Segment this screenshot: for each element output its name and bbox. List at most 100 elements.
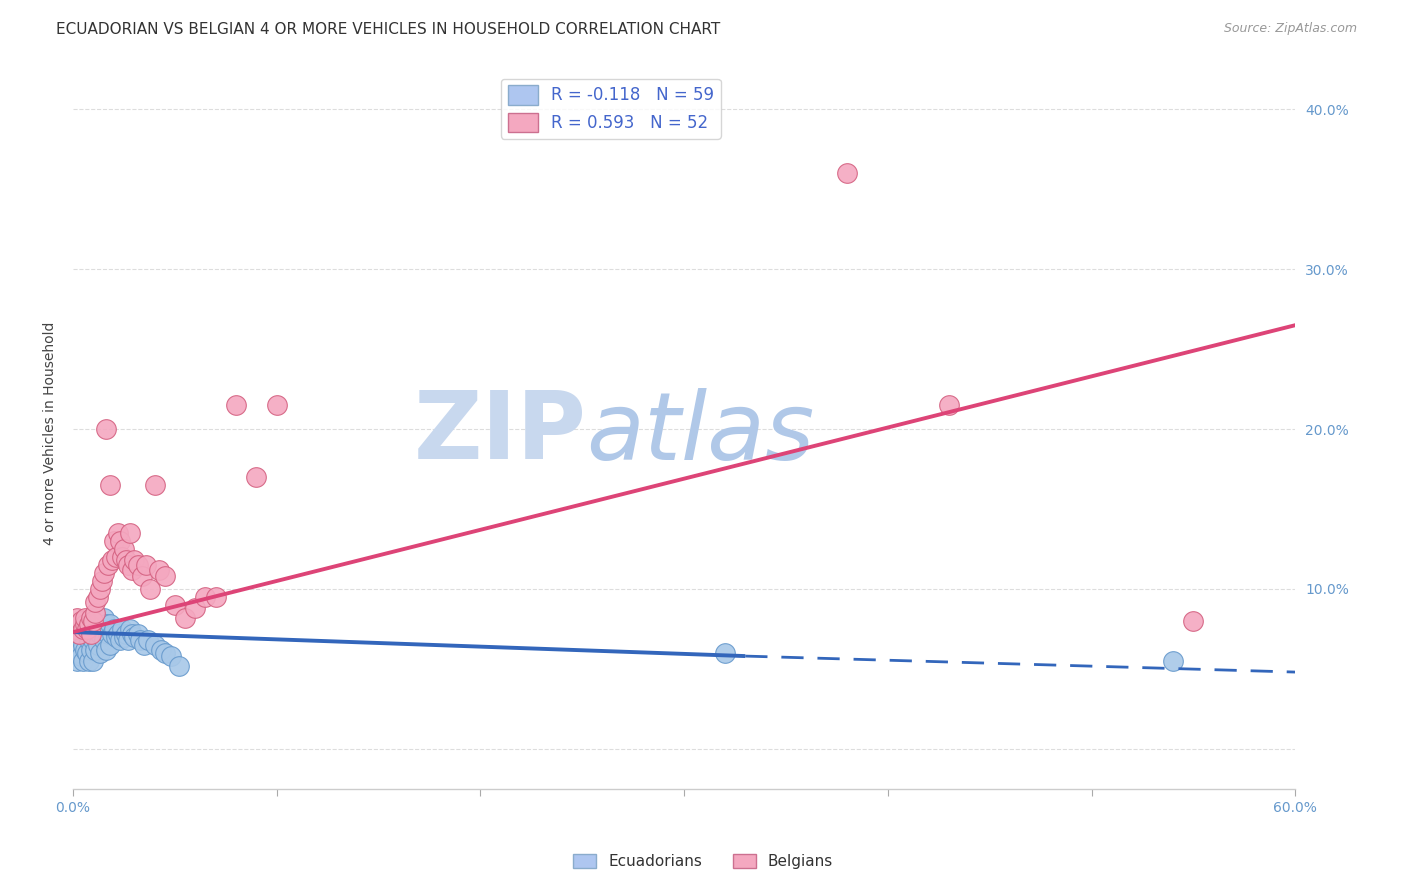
Point: [107, 626, 129, 640]
Point: [143, 638, 166, 652]
Point: [108, 633, 131, 648]
Point: [79, 633, 101, 648]
Point: [138, 633, 160, 648]
Point: [84, 606, 107, 620]
Point: [117, 633, 139, 648]
Point: [160, 649, 183, 664]
Text: ZIP: ZIP: [413, 387, 586, 479]
Point: [89, 646, 111, 660]
Point: [112, 630, 135, 644]
Point: [82, 614, 104, 628]
Point: [80, 642, 103, 657]
Point: [103, 533, 125, 548]
Point: [714, 646, 737, 660]
Point: [117, 558, 139, 572]
Point: [115, 553, 138, 567]
Point: [153, 646, 176, 660]
Point: [97, 558, 120, 572]
Point: [63, 646, 86, 660]
Point: [84, 642, 107, 657]
Point: [104, 630, 127, 644]
Point: [149, 642, 172, 657]
Point: [75, 642, 97, 657]
Point: [89, 626, 111, 640]
Point: [80, 626, 103, 640]
Point: [167, 658, 190, 673]
Point: [72, 638, 94, 652]
Point: [143, 478, 166, 492]
Point: [129, 633, 152, 648]
Point: [80, 622, 103, 636]
Point: [93, 633, 115, 648]
Point: [75, 617, 97, 632]
Point: [98, 617, 121, 632]
Point: [98, 478, 121, 492]
Point: [86, 590, 108, 604]
Point: [89, 582, 111, 596]
Text: Source: ZipAtlas.com: Source: ZipAtlas.com: [1223, 22, 1357, 36]
Point: [153, 569, 176, 583]
Point: [108, 533, 131, 548]
Point: [82, 614, 104, 628]
Point: [107, 526, 129, 541]
Point: [93, 566, 115, 580]
Point: [80, 611, 103, 625]
Point: [72, 622, 94, 636]
Point: [94, 422, 117, 436]
Point: [66, 611, 89, 625]
Point: [70, 649, 93, 664]
Point: [79, 617, 101, 632]
Point: [76, 622, 98, 636]
Point: [84, 595, 107, 609]
Point: [72, 654, 94, 668]
Point: [115, 626, 138, 640]
Point: [98, 638, 121, 652]
Point: [104, 549, 127, 564]
Point: [163, 598, 186, 612]
Point: [75, 611, 97, 625]
Point: [86, 622, 108, 636]
Point: [76, 622, 98, 636]
Point: [184, 601, 207, 615]
Point: [103, 622, 125, 636]
Point: [245, 470, 267, 484]
Point: [112, 541, 135, 556]
Point: [90, 622, 112, 636]
Point: [86, 638, 108, 652]
Point: [194, 590, 217, 604]
Point: [135, 558, 157, 572]
Point: [111, 549, 134, 564]
Text: atlas: atlas: [586, 388, 814, 479]
Y-axis label: 4 or more Vehicles in Household: 4 or more Vehicles in Household: [44, 321, 58, 545]
Point: [84, 617, 107, 632]
Point: [72, 614, 94, 628]
Point: [204, 590, 226, 604]
Point: [82, 654, 104, 668]
Point: [82, 633, 104, 648]
Point: [66, 633, 89, 648]
Point: [120, 622, 142, 636]
Point: [1182, 614, 1205, 628]
Point: [94, 642, 117, 657]
Point: [122, 630, 145, 644]
Point: [134, 638, 156, 652]
Point: [63, 622, 86, 636]
Point: [174, 611, 197, 625]
Legend: R = -0.118   N = 59, R = 0.593   N = 52: R = -0.118 N = 59, R = 0.593 N = 52: [501, 78, 721, 139]
Point: [75, 617, 97, 632]
Point: [139, 582, 162, 596]
Point: [67, 626, 90, 640]
Text: ECUADORIAN VS BELGIAN 4 OR MORE VEHICLES IN HOUSEHOLD CORRELATION CHART: ECUADORIAN VS BELGIAN 4 OR MORE VEHICLES…: [56, 22, 720, 37]
Point: [120, 526, 142, 541]
Point: [266, 398, 288, 412]
Point: [67, 646, 90, 660]
Point: [70, 622, 93, 636]
Point: [131, 569, 153, 583]
Point: [67, 626, 90, 640]
Point: [1161, 654, 1184, 668]
Point: [76, 646, 98, 660]
Point: [90, 574, 112, 588]
Point: [127, 558, 149, 572]
Point: [66, 654, 89, 668]
Legend: Ecuadorians, Belgians: Ecuadorians, Belgians: [567, 848, 839, 875]
